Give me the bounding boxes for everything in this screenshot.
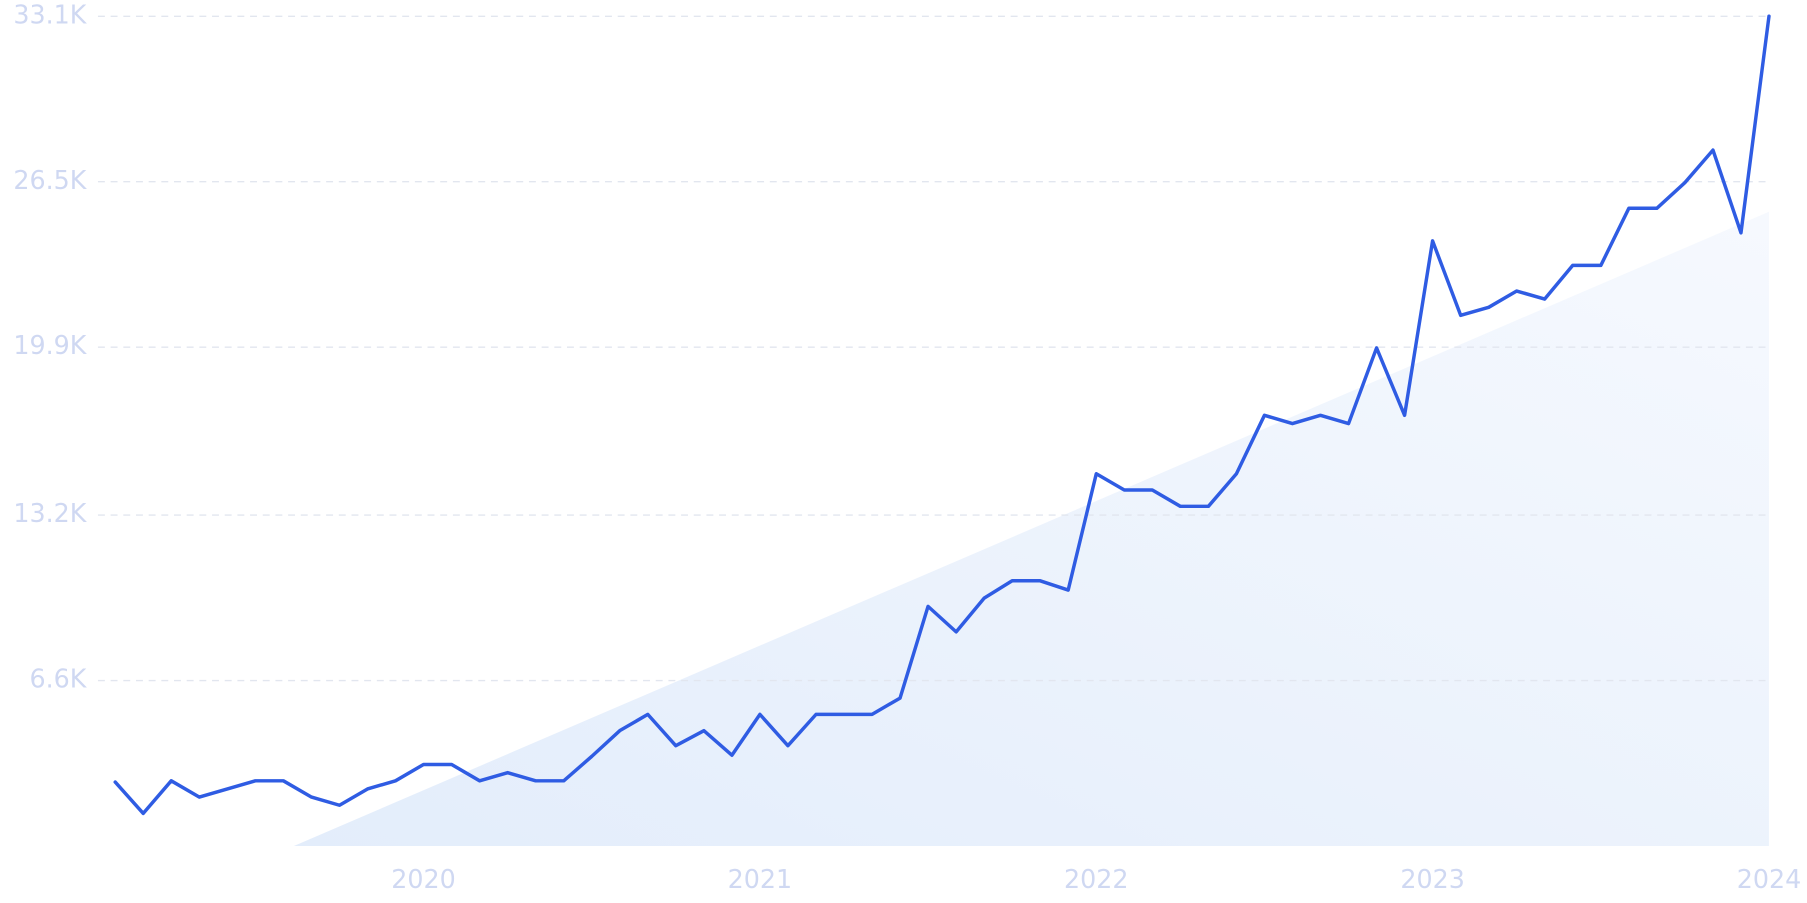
x-tick-label: 2020 bbox=[391, 865, 456, 895]
trend-area bbox=[293, 211, 1769, 846]
y-tick-label: 6.6K bbox=[29, 664, 87, 694]
x-tick-label: 2021 bbox=[728, 865, 793, 895]
x-tick-label: 2022 bbox=[1064, 865, 1129, 895]
trend-line bbox=[113, 14, 1771, 816]
y-tick-label: 33.1K bbox=[13, 0, 87, 30]
y-tick-label: 13.2K bbox=[13, 499, 87, 529]
y-tick-label: 19.9K bbox=[13, 331, 87, 361]
y-tick-label: 26.5K bbox=[13, 166, 87, 196]
x-tick-label: 2024 bbox=[1737, 865, 1802, 895]
x-tick-label: 2023 bbox=[1400, 865, 1465, 895]
